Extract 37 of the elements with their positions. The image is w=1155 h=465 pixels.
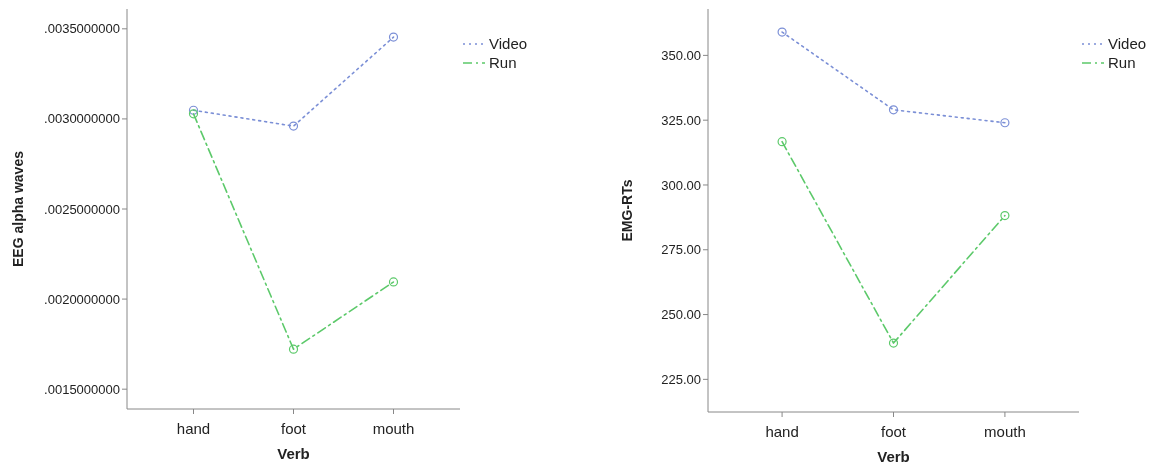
y-tick-label: 275.00	[661, 242, 701, 258]
legend-label: Run	[489, 54, 517, 72]
point	[288, 344, 299, 354]
y-tick-label: .0020000000	[44, 291, 120, 307]
y-tick-label: 350.00	[661, 47, 701, 63]
legend-label: Run	[1108, 54, 1136, 72]
point	[188, 105, 199, 115]
point	[888, 105, 899, 115]
x-tick-label: hand	[176, 420, 211, 437]
point	[777, 137, 787, 147]
y-tick-label: .0030000000	[44, 111, 120, 127]
point	[1000, 210, 1010, 221]
point	[188, 109, 199, 119]
x-tick-label: foot	[880, 423, 907, 440]
y-tick-label: 225.00	[661, 371, 701, 387]
point	[288, 121, 299, 131]
point	[388, 32, 399, 42]
y-tick-label: 250.00	[661, 307, 701, 323]
y-tick-label: .0025000000	[44, 201, 120, 217]
x-tick-label: mouth	[372, 420, 415, 437]
y-axis-title: EEG alpha waves	[10, 150, 26, 267]
y-tick-label: .0015000000	[44, 381, 120, 397]
x-tick-label: mouth	[984, 423, 1026, 440]
y-tick-label: 325.00	[661, 112, 701, 128]
point	[888, 338, 899, 348]
point	[1000, 118, 1010, 128]
point	[777, 27, 787, 37]
legend-label: Video	[1108, 35, 1147, 53]
point	[388, 277, 399, 287]
x-axis-title: Verb	[277, 445, 310, 462]
y-tick-label: .0035000000	[44, 21, 120, 37]
legend-label: Video	[489, 35, 528, 53]
x-tick-label: hand	[765, 423, 799, 440]
x-tick-label: foot	[280, 420, 307, 437]
y-tick-label: 300.00	[661, 177, 701, 193]
x-axis-title: Verb	[877, 448, 910, 465]
y-axis-title: EMG-RTs	[619, 179, 635, 242]
